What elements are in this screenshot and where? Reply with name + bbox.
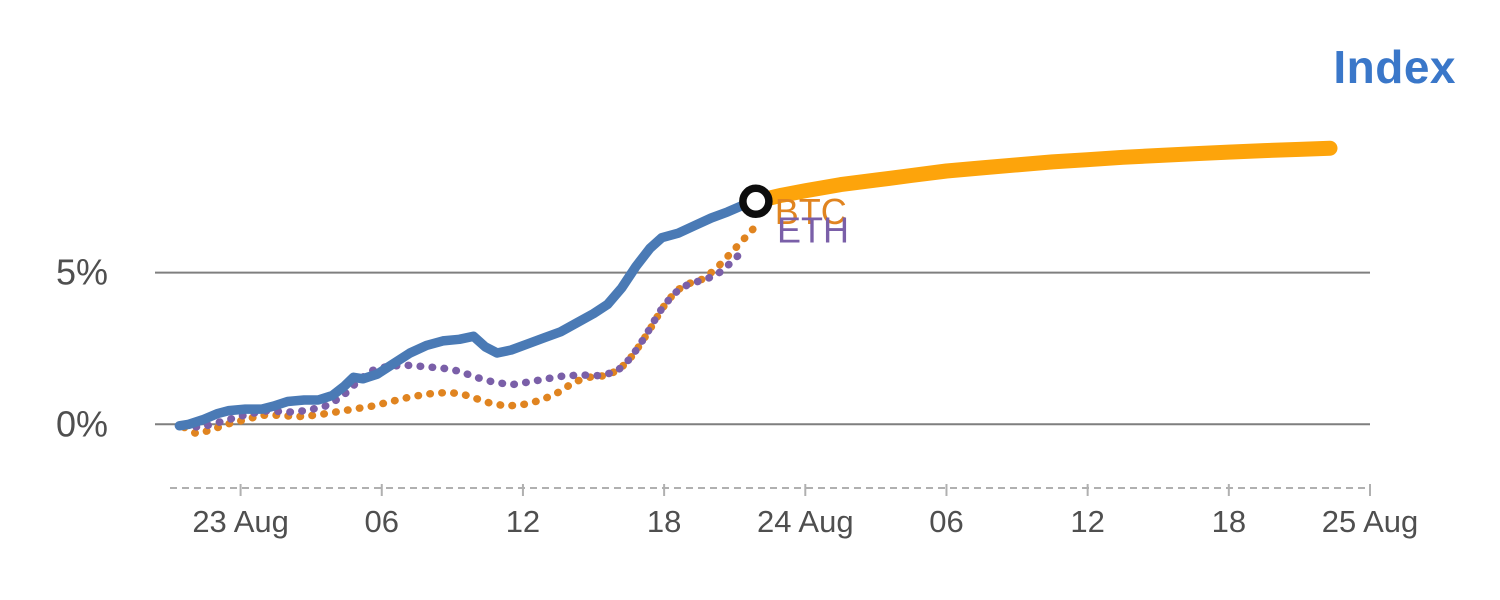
- series-index-history: [174, 196, 761, 431]
- x-tick-label: 12: [506, 504, 540, 539]
- y-tick-label: 0%: [56, 403, 108, 444]
- chart-title: Index: [1333, 41, 1456, 93]
- x-tick-label: 12: [1070, 504, 1104, 539]
- x-tick-label: 06: [365, 504, 399, 539]
- x-tick-label: 23 Aug: [192, 504, 289, 539]
- x-tick-label: 25 Aug: [1322, 504, 1419, 539]
- x-tick-label: 06: [929, 504, 963, 539]
- x-tick-label: 18: [1212, 504, 1246, 539]
- series-btc: [180, 224, 758, 438]
- x-tick-label: 18: [647, 504, 681, 539]
- series-label-btc: BTC: [775, 191, 847, 232]
- series-index-projection: [748, 140, 1338, 209]
- y-tick-label: 5%: [56, 252, 108, 293]
- series-eth: [180, 246, 748, 432]
- current-point-marker[interactable]: [739, 184, 773, 219]
- series-label-eth: ETH: [777, 210, 849, 251]
- x-tick-label: 24 Aug: [757, 504, 854, 539]
